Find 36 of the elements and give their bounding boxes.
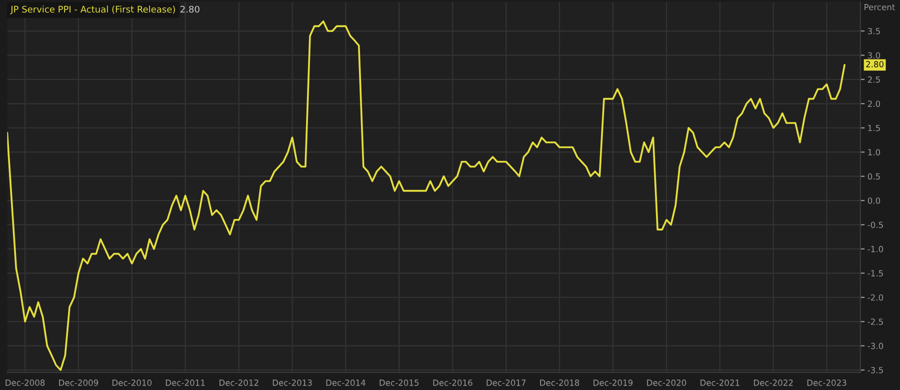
y-tick-label: 0.0: [868, 198, 880, 204]
annotation: 2.80: [180, 6, 200, 13]
y-tick-label: -0.5: [868, 222, 883, 228]
y-tick-label: 3.5: [868, 28, 880, 34]
annotation: 2.80: [866, 61, 884, 68]
y-tick-label: 2.5: [868, 76, 880, 83]
y-tick-label: -3.5: [868, 367, 883, 374]
y-tick-label: -2.5: [868, 318, 883, 325]
x-tick-label: Dec-2022: [754, 380, 793, 386]
x-tick-label: Dec-2009: [59, 380, 98, 386]
y-tick-label: -3.0: [868, 342, 884, 350]
x-tick-label: Dec-2012: [220, 380, 258, 386]
y-tick-label: -1.0: [868, 246, 884, 252]
y-tick-label: -2.0: [868, 294, 884, 301]
x-tick-label: Dec-2023: [807, 380, 846, 386]
x-tick-label: Dec-2010: [112, 380, 152, 386]
x-tick-label: Dec-2016: [433, 380, 472, 386]
x-tick-label: Dec-2015: [380, 380, 419, 386]
y-tick-label: 0.5: [868, 173, 880, 180]
y-tick-label: -1.5: [868, 270, 883, 276]
line-series: [7, 20, 846, 371]
x-tick-label: Dec-2020: [647, 380, 686, 386]
y-tick-label: 2.0: [868, 100, 880, 107]
x-tick-label: Dec-2013: [272, 380, 312, 386]
x-tick-label: Dec-2017: [486, 380, 526, 386]
x-tick-label: Dec-2014: [326, 380, 366, 386]
y-axis-title: Percent: [864, 4, 895, 10]
y-tick-label: 1.5: [868, 124, 880, 132]
y-tick-label: 1.0: [868, 149, 880, 156]
y-tick-label: 3.0: [868, 52, 880, 59]
x-tick-label: Dec-2018: [540, 380, 580, 386]
text: JP Service PPI - Actual (First Release): [10, 6, 175, 14]
x-tick-label: Dec-2019: [594, 380, 633, 386]
x-tick-label: Dec-2008: [6, 380, 45, 386]
x-tick-label: Dec-2021: [700, 380, 740, 386]
x-tick-label: Dec-2011: [166, 380, 205, 386]
